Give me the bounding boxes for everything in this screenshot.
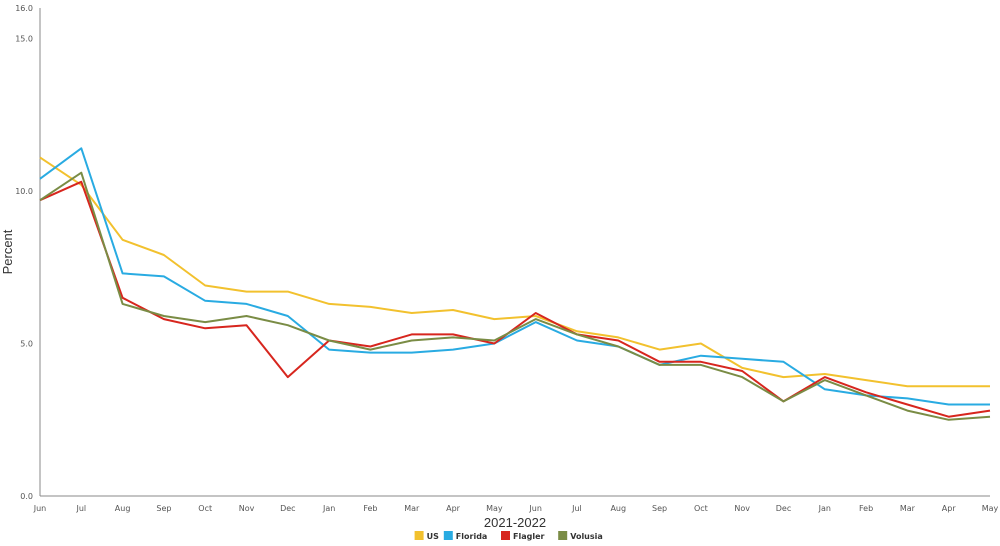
x-tick-label: Aug xyxy=(610,504,626,513)
x-tick-label: Sep xyxy=(156,504,171,513)
x-tick-label: Feb xyxy=(363,504,377,513)
x-tick-label: Jun xyxy=(528,504,542,513)
y-tick-label: 15.0 xyxy=(15,35,33,44)
x-tick-labels: Jun Jul Aug Sep Oct Nov Dec Jan Feb Mar Apr May Jun J… xyxy=(33,504,999,513)
x-tick-label: Feb xyxy=(859,504,873,513)
legend-swatch-flagler xyxy=(501,531,510,540)
x-tick-label: Nov xyxy=(239,504,255,513)
x-tick-label: Oct xyxy=(694,504,708,513)
legend-swatch-us xyxy=(414,531,424,540)
x-tick-label: Dec xyxy=(776,504,791,513)
series-line-volusia xyxy=(39,171,991,421)
legend-swatch-volusia xyxy=(558,531,568,540)
y-tick-label: 16.0 xyxy=(15,4,33,13)
x-tick-label: Apr xyxy=(446,504,461,513)
y-tick-label: 10.0 xyxy=(15,187,33,196)
legend-label-volusia: Volusia xyxy=(570,532,603,541)
y-axis-title: Percent xyxy=(0,229,15,274)
legend-label-florida: Florida xyxy=(456,532,488,541)
series-lines xyxy=(39,147,991,421)
x-tick-label: Oct xyxy=(198,504,212,513)
y-tick-label: 5.0 xyxy=(20,340,33,349)
x-tick-label: May xyxy=(486,504,503,513)
x-tick-label: Mar xyxy=(404,504,420,513)
legend-label-us: US xyxy=(427,532,439,541)
series-line-florida xyxy=(39,147,990,406)
x-tick-label: Jan xyxy=(322,504,335,513)
x-tick-label: Jul xyxy=(571,504,582,513)
legend-swatch-florida xyxy=(443,531,453,540)
x-tick-label: Jul xyxy=(75,504,86,513)
x-tick-label: Apr xyxy=(942,504,957,513)
x-tick-label: Aug xyxy=(115,504,131,513)
x-tick-label: May xyxy=(982,504,999,513)
x-tick-label: Jun xyxy=(33,504,47,513)
x-tick-label: Dec xyxy=(280,504,295,513)
legend: US Florida Flagler Volusia xyxy=(414,531,603,541)
x-tick-label: Mar xyxy=(900,504,916,513)
x-tick-label: Jan xyxy=(818,504,831,513)
legend-label-flagler: Flagler xyxy=(513,532,545,541)
y-tick-labels: 0.0 5.0 10.0 15.0 16.0 xyxy=(15,4,33,501)
y-tick-label: 0.0 xyxy=(20,492,33,501)
series-line-flagler xyxy=(39,180,991,418)
x-tick-label: Sep xyxy=(652,504,667,513)
series-line-us xyxy=(39,156,990,388)
x-axis-title: 2021-2022 xyxy=(484,515,546,530)
axes xyxy=(39,8,990,497)
x-tick-label: Nov xyxy=(734,504,750,513)
